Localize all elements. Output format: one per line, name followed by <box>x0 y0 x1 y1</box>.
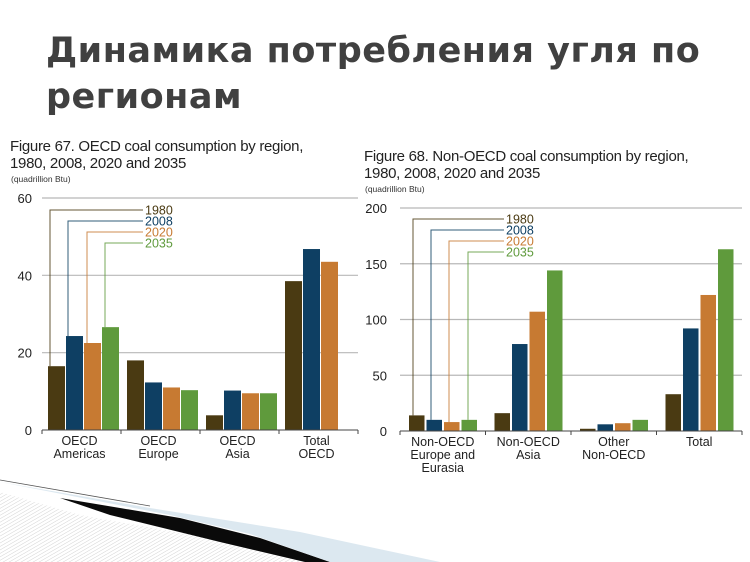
bar-2008 <box>66 336 83 430</box>
category-label: Europe <box>138 447 178 461</box>
bar-1980 <box>206 415 223 430</box>
bar-2020 <box>700 294 716 431</box>
bar-2035 <box>461 419 477 431</box>
bar-2020 <box>163 387 180 430</box>
y-tick-label: 0 <box>25 423 32 438</box>
category-label: Total <box>686 435 712 449</box>
bar-2035 <box>632 419 648 431</box>
bar-2035 <box>718 249 734 431</box>
bar-2020 <box>615 423 631 431</box>
legend-label-1980: 1980 <box>145 204 173 218</box>
category-label: Asia <box>225 447 249 461</box>
legend-label-2020: 2020 <box>145 226 173 240</box>
category-label: Non-OECD <box>582 448 645 462</box>
bar-2020 <box>242 393 259 430</box>
legend-label-2008: 2008 <box>145 215 173 229</box>
bar-2035 <box>181 390 198 430</box>
bar-1980 <box>409 415 425 431</box>
legend-leader-2008 <box>430 229 504 420</box>
bar-2008 <box>683 328 699 431</box>
bar-2008 <box>145 382 162 430</box>
figure-67-title-line2: 1980, 2008, 2020 and 2035 <box>10 155 187 172</box>
oecd-coal-chart: 0204060OECDAmericasOECDEuropeOECDAsiaTot… <box>18 191 359 461</box>
y-tick-label: 60 <box>18 191 32 206</box>
y-tick-label: 150 <box>365 257 387 272</box>
decorative-swoosh <box>0 479 440 562</box>
figure-67-title-line1: Figure 67. OECD coal consumption by regi… <box>10 138 304 155</box>
figure-68-title: Figure 68. Non-OECD coal consumption by … <box>364 148 689 182</box>
figure-68-title-line1: Figure 68. Non-OECD coal consumption by … <box>364 148 689 165</box>
legend-leader-2035 <box>467 251 504 420</box>
legend-label-2035: 2035 <box>506 246 534 260</box>
category-label: Americas <box>53 447 105 461</box>
y-tick-label: 200 <box>365 201 387 216</box>
bar-2020 <box>321 261 338 430</box>
category-label: Non-OECD <box>497 435 560 449</box>
bar-1980 <box>494 413 510 431</box>
y-tick-label: 50 <box>373 368 387 383</box>
bar-2020 <box>444 422 460 431</box>
bar-2035 <box>102 327 119 430</box>
figure-67-unit: (quadrillion Btu) <box>11 174 71 184</box>
bar-1980 <box>665 394 681 431</box>
legend-leader-2035 <box>104 242 143 328</box>
figure-68-title-line2: 1980, 2008, 2020 and 2035 <box>364 165 541 182</box>
category-label: Asia <box>516 448 540 462</box>
legend-label-2020: 2020 <box>506 235 534 249</box>
bar-2035 <box>547 270 563 431</box>
legend-label-2035: 2035 <box>145 237 173 251</box>
y-tick-label: 0 <box>380 424 387 439</box>
bar-2020 <box>529 311 545 431</box>
category-label: Other <box>598 435 629 449</box>
legend-leader-2020 <box>448 240 504 423</box>
figure-67-title: Figure 67. OECD coal consumption by regi… <box>10 138 303 172</box>
y-tick-label: 40 <box>18 268 32 283</box>
figure-68-unit: (quadrillion Btu) <box>365 184 425 194</box>
bar-2008 <box>597 424 613 431</box>
bar-2008 <box>224 390 241 430</box>
category-label: OECD <box>298 447 334 461</box>
y-tick-label: 20 <box>18 346 32 361</box>
legend-label-2008: 2008 <box>506 224 534 238</box>
category-label: OECD <box>61 434 97 448</box>
bar-1980 <box>127 360 144 430</box>
y-tick-label: 100 <box>365 313 387 328</box>
legend-leader-1980 <box>49 209 143 367</box>
category-label: OECD <box>140 434 176 448</box>
bar-2008 <box>303 249 320 430</box>
bar-2008 <box>512 344 528 431</box>
legend-leader-1980 <box>412 218 504 416</box>
bar-2020 <box>84 343 101 430</box>
legend-leader-2020 <box>86 231 143 343</box>
slide-title: Динамика потребления угля по регионам <box>46 31 701 117</box>
bar-2008 <box>426 419 442 431</box>
category-label: Europe and <box>410 448 475 462</box>
legend-leader-2008 <box>67 220 143 337</box>
category-label: Total <box>303 434 329 448</box>
bar-1980 <box>285 281 302 430</box>
category-label: OECD <box>219 434 255 448</box>
category-label: Eurasia <box>422 461 464 475</box>
legend-label-1980: 1980 <box>506 213 534 227</box>
bar-2035 <box>260 393 277 430</box>
bar-1980 <box>580 428 596 431</box>
bar-1980 <box>48 366 65 430</box>
category-label: Non-OECD <box>411 435 474 449</box>
